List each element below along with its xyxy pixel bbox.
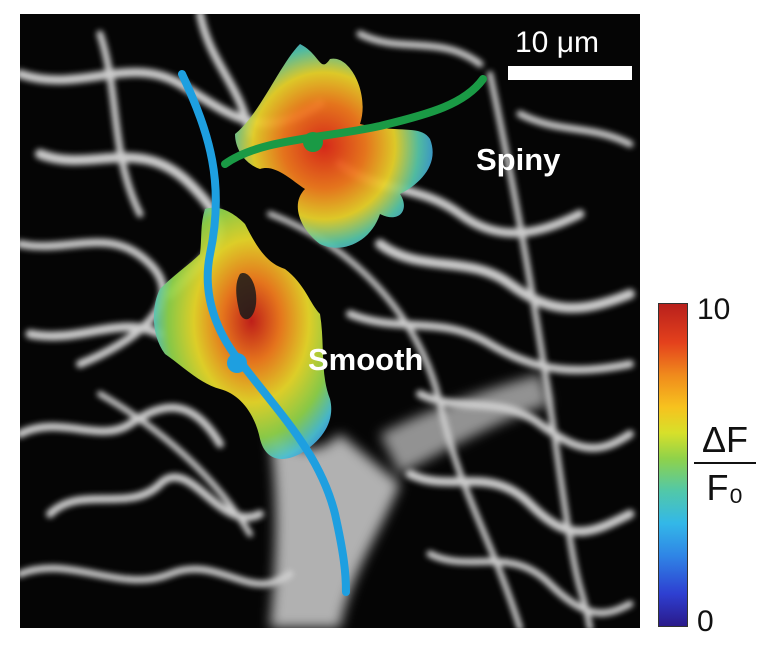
spiny-label: Spiny bbox=[476, 142, 561, 177]
colorbar-min-label: 0 bbox=[697, 605, 714, 638]
colorbar-quantity-denominator: F₀ bbox=[706, 467, 744, 508]
colorbar-quantity-numerator: ΔF bbox=[701, 419, 749, 460]
scale-bar-label: 10 μm bbox=[515, 26, 599, 59]
spiny-heatmap-region bbox=[235, 44, 433, 248]
smooth-dendrite-marker bbox=[227, 353, 247, 373]
colorbar-max-label: 10 bbox=[697, 293, 731, 326]
smooth-region-dark-core bbox=[236, 273, 257, 320]
colorbar-quantity: ΔF F₀ bbox=[694, 420, 756, 508]
dendrite-network bbox=[20, 14, 635, 628]
spiny-dendrite-marker bbox=[303, 132, 323, 152]
smooth-heatmap-region bbox=[153, 207, 332, 459]
scale-bar bbox=[508, 66, 632, 80]
spiny-dendrite-trace bbox=[221, 75, 487, 168]
colorbar-fraction-rule bbox=[694, 462, 756, 464]
colorbar bbox=[658, 303, 688, 627]
smooth-label: Smooth bbox=[308, 342, 424, 377]
fluorescence-micrograph bbox=[20, 14, 640, 628]
